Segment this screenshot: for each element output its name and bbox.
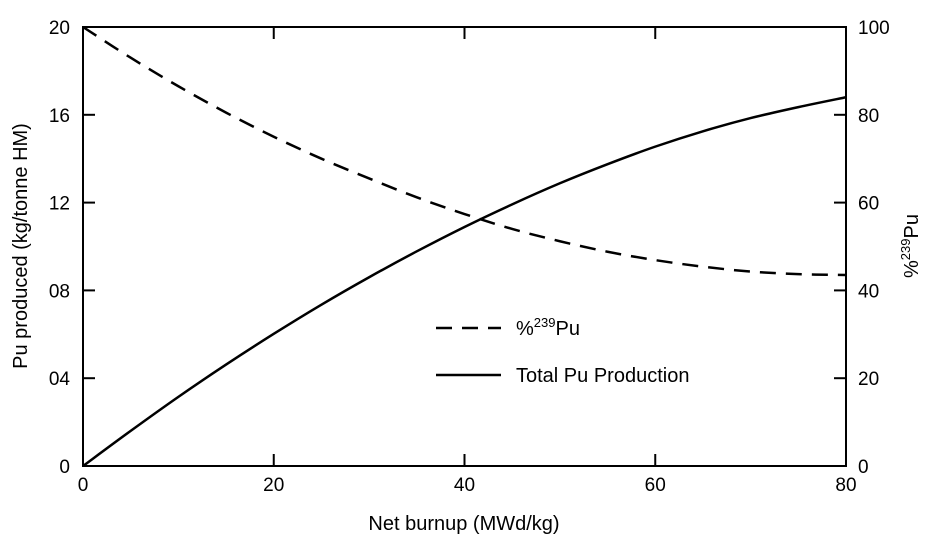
y-right-tick-label: 80 xyxy=(858,106,879,127)
y-right-tick-label: 20 xyxy=(858,369,879,390)
y-right-tick-label: 40 xyxy=(858,281,879,302)
y-left-tick-label: 16 xyxy=(49,106,70,127)
x-tick-label: 80 xyxy=(835,475,856,496)
y-axis-label-right-superscript: 239 xyxy=(898,238,913,260)
x-tick-label: 0 xyxy=(78,475,89,496)
x-tick-label: 60 xyxy=(645,475,666,496)
y-axis-label-right-prefix: % xyxy=(901,260,923,278)
y-right-tick-label: 100 xyxy=(858,18,890,39)
legend: %239Pu Total Pu Production xyxy=(436,315,689,387)
y-left-tick-label: 20 xyxy=(49,18,70,39)
x-tick-label: 20 xyxy=(263,475,284,496)
plot-frame xyxy=(82,26,847,467)
data-series xyxy=(82,25,847,468)
legend-label-pu239-prefix: % xyxy=(516,318,534,340)
y-right-tick-label: 60 xyxy=(858,194,879,215)
y-left-tick-label: 08 xyxy=(49,281,70,302)
legend-label-total: Total Pu Production xyxy=(516,365,689,387)
axis-ticks xyxy=(82,26,847,467)
series-line-total xyxy=(82,96,847,468)
y-left-tick-label: 04 xyxy=(49,369,71,390)
y-left-tick-label: 12 xyxy=(49,194,70,215)
y-axis-label-right-suffix: Pu xyxy=(901,214,923,238)
legend-label-pu239-suffix: Pu xyxy=(556,318,580,340)
y-right-tick-label: 0 xyxy=(858,457,869,478)
legend-label-pu239: %239Pu xyxy=(516,315,580,340)
y-axis-label-right: %239Pu xyxy=(898,214,923,278)
x-axis-label: Net burnup (MWd/kg) xyxy=(368,513,559,535)
y-axis-label-left: Pu produced (kg/tonne HM) xyxy=(10,123,32,369)
x-tick-label: 40 xyxy=(454,475,475,496)
plot-area-border xyxy=(82,26,847,467)
legend-label-pu239-superscript: 239 xyxy=(534,315,556,330)
y-left-tick-label: 0 xyxy=(59,457,70,478)
series-line-pu239 xyxy=(82,25,847,277)
